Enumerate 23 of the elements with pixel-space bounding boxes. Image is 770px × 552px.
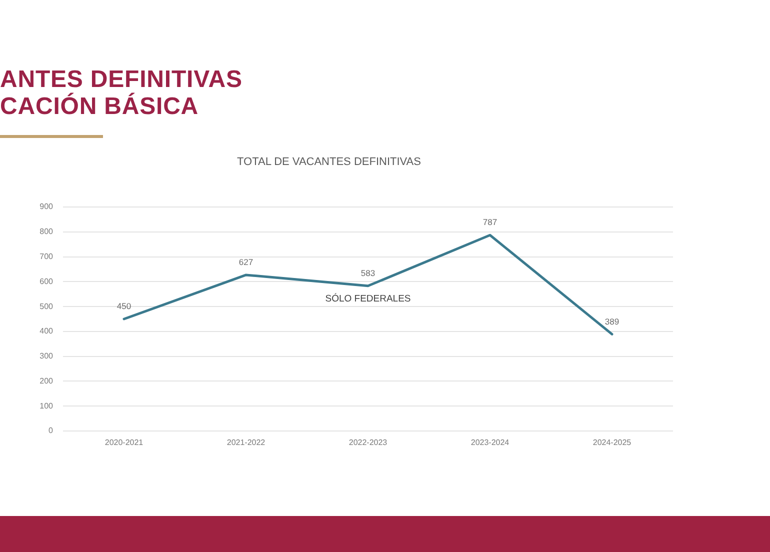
y-tick-label: 500 (40, 302, 54, 311)
y-tick-label: 400 (40, 326, 54, 336)
annotation: SÓLO FEDERALES (325, 292, 411, 304)
data-label: 583 (360, 268, 376, 278)
data-label: 627 (238, 257, 254, 268)
y-tick-label: 900 (40, 202, 54, 212)
data-label: 787 (482, 217, 498, 228)
y-tick-label: 600 (40, 276, 54, 286)
x-tick-label: 2021-2022 (226, 438, 266, 448)
y-tick-label: 0 (48, 426, 54, 436)
x-tick-label: 2022-2023 (348, 438, 388, 448)
y-tick-label: 200 (40, 376, 54, 386)
x-tick-label: 2024-2025 (592, 438, 632, 448)
x-tick-label: 2020-2021 (104, 438, 144, 448)
data-label: 450 (116, 301, 132, 312)
chart-subtitle: TOTAL DE VACANTES DEFINITIVAS (236, 156, 422, 168)
y-tick-label: 300 (40, 352, 54, 361)
y-tick-label: 700 (40, 252, 54, 261)
y-tick-label: 100 (40, 401, 54, 410)
x-tick-label: 2023-2024 (470, 438, 510, 448)
data-label: 389 (604, 316, 620, 326)
chart-title: ANTES DEFINITIVAS CACIÓN BÁSICA (0, 66, 242, 120)
y-tick-label: 800 (40, 227, 54, 236)
